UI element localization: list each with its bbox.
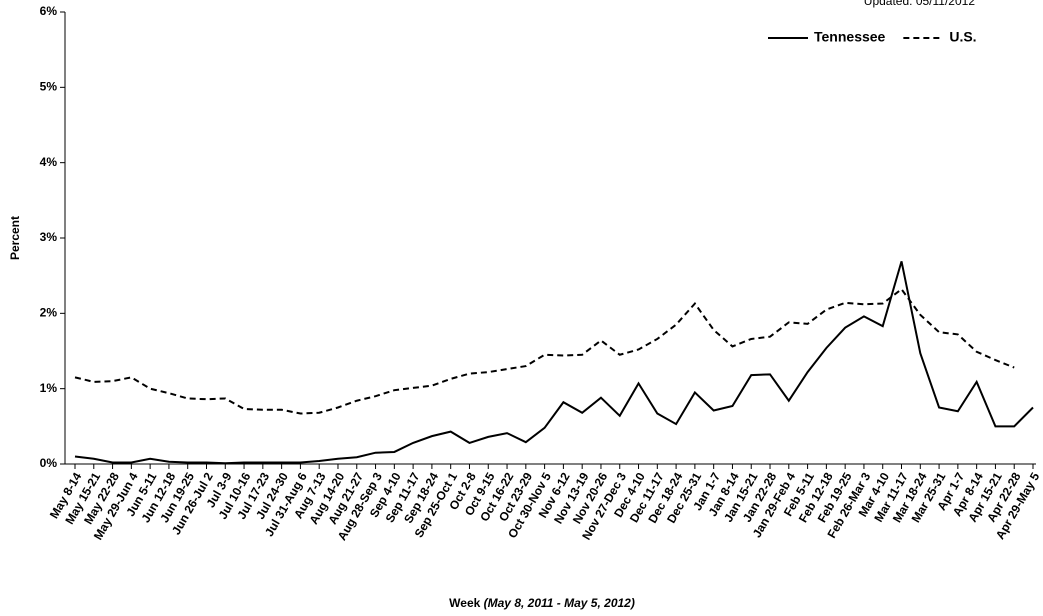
legend-label: Tennessee	[814, 29, 886, 45]
y-axis-label: Percent	[8, 216, 22, 260]
y-tick-label: 5%	[40, 80, 58, 94]
y-tick-label: 3%	[40, 230, 58, 244]
y-tick-label: 0%	[40, 456, 58, 470]
y-tick-label: 6%	[40, 4, 58, 18]
y-tick-label: 4%	[40, 155, 58, 169]
legend-label: U.S.	[949, 29, 976, 45]
update-note: Updated: 05/11/2012	[864, 0, 976, 8]
x-axis-label: Week (May 8, 2011 - May 5, 2012)	[449, 596, 635, 610]
y-tick-label: 2%	[40, 306, 58, 320]
x-axis-label-main: Week	[449, 596, 480, 610]
x-axis-label-note: (May 8, 2011 - May 5, 2012)	[484, 596, 635, 610]
y-tick-label: 1%	[40, 381, 58, 395]
series-line	[74, 287, 1015, 415]
series-line	[74, 261, 1034, 465]
